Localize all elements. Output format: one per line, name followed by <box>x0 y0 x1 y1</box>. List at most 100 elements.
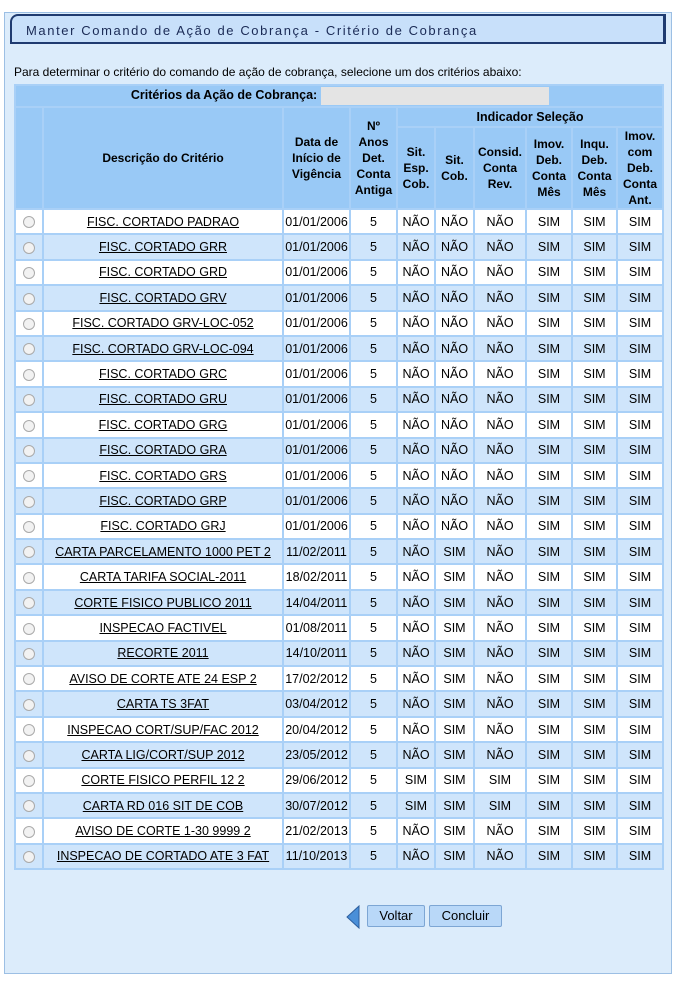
radio-button[interactable] <box>23 698 35 711</box>
radio-button[interactable] <box>23 800 35 813</box>
table-cell: NÃO <box>436 362 473 386</box>
criterion-link[interactable]: CARTA TARIFA SOCIAL-2011 <box>79 570 247 585</box>
table-cell: NÃO <box>475 438 525 462</box>
description-cell: FISC. CORTADO GRV <box>44 286 282 310</box>
table-cell: SIM <box>618 489 663 513</box>
table-cell: NÃO <box>398 565 434 589</box>
radio-button[interactable] <box>23 444 35 457</box>
radio-button[interactable] <box>23 267 35 280</box>
radio-button[interactable] <box>23 292 35 305</box>
criterion-link[interactable]: AVISO DE CORTE ATE 24 ESP 2 <box>69 671 257 686</box>
criterion-link[interactable]: CARTA RD 016 SIT DE COB <box>82 798 244 813</box>
radio-button[interactable] <box>23 851 35 864</box>
radio-button[interactable] <box>23 673 35 686</box>
table-cell: 5 <box>351 514 396 539</box>
select-cell <box>16 260 42 285</box>
back-arrow[interactable] <box>345 905 361 929</box>
criterion-link[interactable]: FISC. CORTADO GRG <box>98 417 228 432</box>
table-cell: NÃO <box>436 463 473 488</box>
radio-button[interactable] <box>23 216 35 229</box>
table-cell: NÃO <box>436 286 473 310</box>
table-cell: SIM <box>618 692 663 716</box>
radio-button[interactable] <box>23 241 35 254</box>
table-cell: 18/02/2011 <box>284 565 349 589</box>
table-cell: SIM <box>527 260 571 285</box>
description-cell: AVISO DE CORTE ATE 24 ESP 2 <box>44 667 282 691</box>
criterion-link[interactable]: CARTA TS 3FAT <box>116 697 210 712</box>
criterion-link[interactable]: FISC. CORTADO GRJ <box>100 519 226 534</box>
criterion-link[interactable]: CARTA PARCELAMENTO 1000 PET 2 <box>55 544 271 559</box>
radio-button[interactable] <box>23 749 35 762</box>
radio-button[interactable] <box>23 825 35 838</box>
criterion-link[interactable]: FISC. CORTADO GRU <box>98 392 227 407</box>
criterion-link[interactable]: FISC. CORTADO PADRAO <box>86 214 240 229</box>
radio-button[interactable] <box>23 394 35 407</box>
criterion-link[interactable]: AVISO DE CORTE 1-30 9999 2 <box>75 824 251 839</box>
criterion-link[interactable]: FISC. CORTADO GRV <box>99 290 227 305</box>
radio-button[interactable] <box>23 521 35 534</box>
table-cell: SIM <box>573 667 616 691</box>
table-cell: NÃO <box>398 514 434 539</box>
description-cell: AVISO DE CORTE 1-30 9999 2 <box>44 819 282 843</box>
table-cell: SIM <box>527 438 571 462</box>
select-cell <box>16 210 42 234</box>
table-cell: NÃO <box>436 235 473 259</box>
criterion-link[interactable]: FISC. CORTADO GRP <box>99 493 227 508</box>
radio-button[interactable] <box>23 368 35 381</box>
table-cell: SIM <box>527 743 571 767</box>
table-cell: SIM <box>527 235 571 259</box>
table-row: CARTA RD 016 SIT DE COB 30/07/2012 5 SIM SIM… <box>16 793 663 818</box>
table-cell: 14/10/2011 <box>284 641 349 666</box>
description-cell: RECORTE 2011 <box>44 641 282 666</box>
table-cell: SIM <box>527 286 571 310</box>
description-cell: FISC. CORTADO PADRAO <box>44 210 282 234</box>
table-cell: SIM <box>527 489 571 513</box>
criterion-link[interactable]: FISC. CORTADO GRC <box>98 367 227 382</box>
criterion-link[interactable]: FISC. CORTADO GRA <box>99 443 227 458</box>
criterion-link[interactable]: CARTA LIG/CORT/SUP 2012 <box>81 747 245 762</box>
table-cell: 01/01/2006 <box>284 413 349 437</box>
radio-button[interactable] <box>23 470 35 483</box>
radio-button[interactable] <box>23 317 35 330</box>
table-cell: 5 <box>351 260 396 285</box>
radio-button[interactable] <box>23 724 35 737</box>
description-cell: CORTE FISICO PUBLICO 2011 <box>44 590 282 615</box>
criterion-link[interactable]: FISC. CORTADO GRV-LOC-094 <box>72 341 254 356</box>
table-cell: NÃO <box>475 641 525 666</box>
radio-button[interactable] <box>23 343 35 356</box>
table-cell: SIM <box>436 540 473 564</box>
back-button[interactable]: Voltar <box>367 905 425 927</box>
radio-button[interactable] <box>23 495 35 508</box>
radio-button[interactable] <box>23 546 35 559</box>
table-cell: NÃO <box>475 311 525 335</box>
table-cell: SIM <box>618 413 663 437</box>
table-cell: NÃO <box>475 210 525 234</box>
radio-button[interactable] <box>23 622 35 635</box>
table-cell: NÃO <box>398 590 434 615</box>
criterion-link[interactable]: FISC. CORTADO GRS <box>99 468 227 483</box>
criterion-link[interactable]: CORTE FISICO PUBLICO 2011 <box>74 595 252 610</box>
radio-button[interactable] <box>23 419 35 432</box>
criterion-link[interactable]: INSPECAO DE CORTADO ATE 3 FAT <box>56 849 270 864</box>
table-cell: 01/01/2006 <box>284 210 349 234</box>
description-cell: FISC. CORTADO GRR <box>44 235 282 259</box>
criterion-link[interactable]: INSPECAO FACTIVEL <box>99 620 227 635</box>
criterion-link[interactable]: CORTE FISICO PERFIL 12 2 <box>81 773 245 788</box>
radio-button[interactable] <box>23 648 35 661</box>
table-cell: 5 <box>351 413 396 437</box>
criterion-link[interactable]: FISC. CORTADO GRD <box>98 265 227 280</box>
table-cell: SIM <box>436 590 473 615</box>
description-cell: CARTA RD 016 SIT DE COB <box>44 793 282 818</box>
table-cell: 01/01/2006 <box>284 362 349 386</box>
criterion-link[interactable]: FISC. CORTADO GRV-LOC-052 <box>72 316 254 331</box>
table-cell: SIM <box>573 743 616 767</box>
radio-button[interactable] <box>23 571 35 584</box>
criterion-link[interactable]: INSPECAO CORT/SUP/FAC 2012 <box>67 722 259 737</box>
criterion-link[interactable]: FISC. CORTADO GRR <box>98 240 227 255</box>
submit-button[interactable]: Concluir <box>429 905 502 927</box>
table-row: FISC. CORTADO GRA 01/01/2006 5 NÃO NÃO NÃO SIM… <box>16 438 663 462</box>
radio-button[interactable] <box>23 774 35 787</box>
radio-button[interactable] <box>23 597 35 610</box>
criterion-link[interactable]: RECORTE 2011 <box>117 646 209 661</box>
select-cell <box>16 463 42 488</box>
